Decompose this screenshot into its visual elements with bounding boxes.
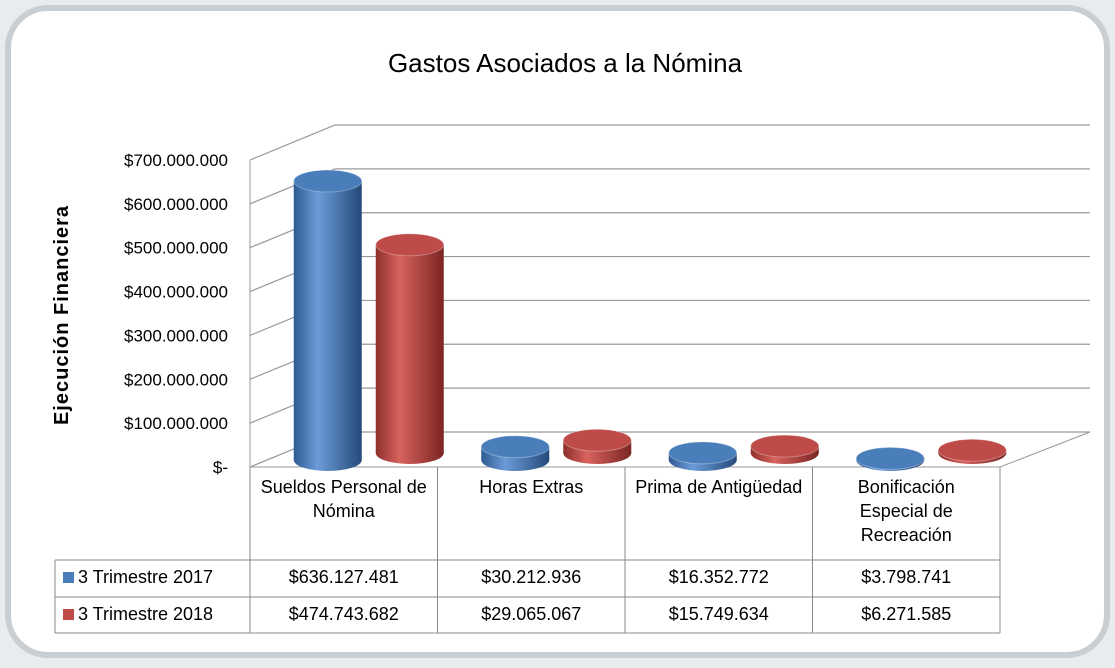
category-cell: Sueldos Personal de Nómina (260, 477, 427, 521)
y-tick-label: $700.000.000 (124, 151, 228, 170)
bar (293, 169, 363, 471)
value-label: $6.271.585 (861, 604, 951, 624)
bar (562, 428, 632, 464)
bar-cap (480, 435, 550, 459)
value-label: $15.749.634 (669, 604, 769, 624)
bar (855, 446, 925, 471)
value-label: $636.127.481 (289, 567, 399, 587)
value-label: $16.352.772 (669, 567, 769, 587)
y-tick-label: $100.000.000 (124, 414, 228, 433)
x-tick-label: Horas Extras (479, 477, 584, 497)
value-label: $29.065.067 (481, 604, 581, 624)
category-cell: Horas Extras (479, 477, 584, 497)
bar (375, 233, 445, 464)
bar-cap (937, 438, 1007, 462)
bar-cap (668, 441, 738, 465)
bar (750, 434, 820, 464)
bar-cap (750, 434, 820, 458)
category-cell: Bonificación Especial de Recreación (857, 477, 955, 545)
value-label: $30.212.936 (481, 567, 581, 587)
bar (937, 438, 1007, 464)
value-label: $3.798.741 (861, 567, 951, 587)
category-cell: Prima de Antigüedad (635, 477, 803, 497)
legend-label: 3 Trimestre 2017 (78, 567, 213, 587)
bar-cap (562, 428, 632, 452)
bar-cap (375, 233, 445, 257)
frame (5, 5, 1110, 658)
bar (668, 441, 738, 471)
chart-title: Gastos Asociados a la Nómina (388, 48, 743, 78)
value-label: $474.743.682 (289, 604, 399, 624)
y-axis-label: Ejecución Financiera (51, 205, 73, 425)
bar-body (293, 181, 362, 460)
y-tick-label: $400.000.000 (124, 283, 228, 302)
legend-label: 3 Trimestre 2018 (78, 604, 213, 624)
y-tick-label: $200.000.000 (124, 370, 228, 389)
legend-swatch (63, 609, 74, 620)
y-tick-label: $300.000.000 (124, 326, 228, 345)
bar-body (375, 244, 444, 453)
x-tick-label: Sueldos Personal de Nómina (260, 477, 427, 521)
bar (480, 435, 550, 471)
grid-line (249, 124, 1090, 161)
legend-swatch (63, 572, 74, 583)
y-tick-label: $500.000.000 (124, 239, 228, 258)
bar-cap (855, 446, 925, 470)
x-tick-label: Prima de Antigüedad (635, 477, 803, 497)
y-tick-label: $- (213, 458, 228, 477)
x-tick-label: Bonificación Especial de Recreación (857, 477, 955, 545)
bar-cap (293, 169, 363, 193)
grid-line (249, 168, 1090, 205)
y-tick-label: $600.000.000 (124, 195, 228, 214)
